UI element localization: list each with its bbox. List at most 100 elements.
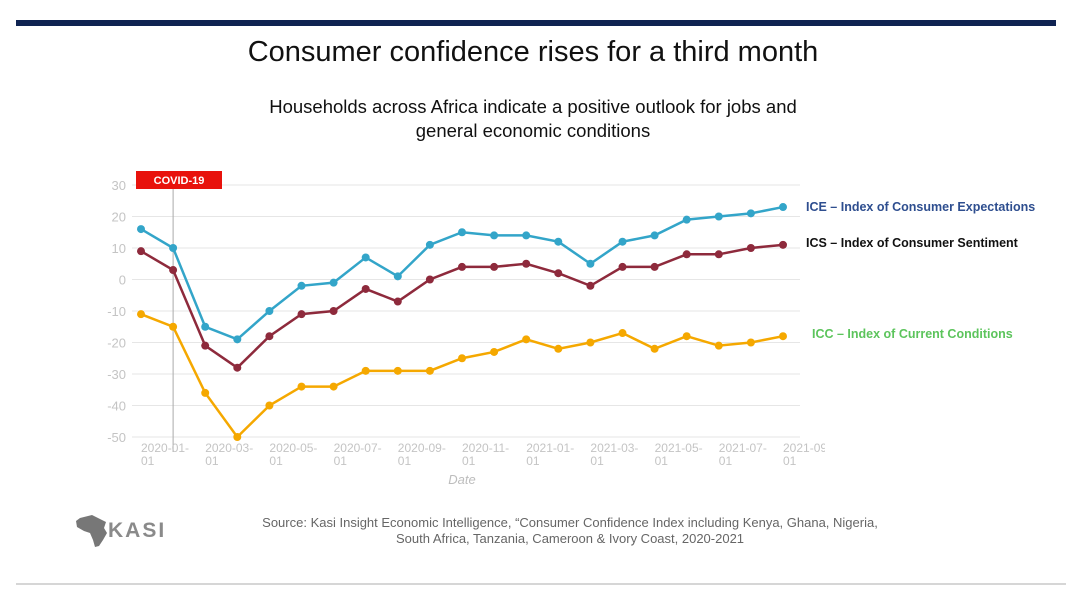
data-point xyxy=(329,307,338,315)
subtitle: Households across Africa indicate a posi… xyxy=(269,96,797,141)
y-tick-label: 30 xyxy=(112,178,126,193)
logo-text: KASI xyxy=(108,519,166,542)
data-point xyxy=(554,237,563,246)
x-tick-label: 2021-01-01 xyxy=(526,441,575,468)
y-tick-label: 20 xyxy=(112,210,126,225)
data-point xyxy=(233,363,242,372)
data-point xyxy=(618,237,627,246)
data-point xyxy=(458,354,466,363)
series-label: ICC – Index of Current Conditions xyxy=(812,327,1013,341)
data-point xyxy=(746,209,755,218)
data-point xyxy=(297,281,306,290)
data-point xyxy=(233,433,242,441)
data-point xyxy=(297,382,306,391)
data-point xyxy=(490,347,499,356)
data-point xyxy=(169,266,178,275)
data-point xyxy=(682,215,691,224)
data-point xyxy=(425,366,434,375)
data-point xyxy=(618,329,627,338)
data-point xyxy=(650,262,659,271)
data-point xyxy=(265,307,274,315)
data-point xyxy=(682,332,691,341)
data-point xyxy=(650,344,659,353)
data-point xyxy=(682,250,691,259)
x-axis-labels: 2020-01-01 2020-03-01 2020-05-01 2020-07-01… xyxy=(120,440,825,480)
annotation-label: COVID-19 xyxy=(154,175,205,187)
data-point xyxy=(458,228,466,237)
data-point xyxy=(522,259,531,268)
data-point xyxy=(329,278,338,287)
data-point xyxy=(650,231,659,240)
x-tick-label: 2020-01-01 xyxy=(141,441,190,468)
data-point xyxy=(137,310,145,319)
y-tick-label: -30 xyxy=(107,367,126,382)
top-bar xyxy=(16,20,1056,26)
data-point xyxy=(137,247,145,256)
africa-icon xyxy=(76,515,107,547)
data-point xyxy=(201,341,210,350)
data-point xyxy=(746,338,755,347)
data-point xyxy=(490,262,499,271)
x-tick-label: 2021-07-01 xyxy=(718,441,767,468)
y-tick-label: -50 xyxy=(107,430,126,445)
data-point xyxy=(233,335,242,344)
data-point xyxy=(393,297,402,306)
data-point xyxy=(490,231,499,240)
data-point xyxy=(458,262,466,271)
data-point xyxy=(586,338,595,347)
y-tick-label: -10 xyxy=(107,304,126,319)
data-point xyxy=(714,212,723,221)
x-tick-label: 2020-07-01 xyxy=(333,441,382,468)
data-point xyxy=(361,253,370,262)
x-tick-label: 2020-03-01 xyxy=(205,441,254,468)
data-point xyxy=(779,240,787,249)
title: Consumer confidence rises for a third mo… xyxy=(247,36,819,68)
data-point xyxy=(586,281,595,290)
data-point xyxy=(137,225,145,234)
data-point xyxy=(361,284,370,293)
source-note: Source: Kasi Insight Economic Intelligen… xyxy=(262,515,878,546)
data-point xyxy=(618,262,627,271)
data-point xyxy=(522,335,531,344)
data-point xyxy=(265,332,274,341)
data-point xyxy=(361,366,370,375)
data-point xyxy=(714,250,723,259)
data-point xyxy=(425,275,434,284)
data-point xyxy=(169,244,178,252)
data-point xyxy=(169,322,178,331)
series-line xyxy=(140,205,784,341)
data-point xyxy=(393,366,402,375)
x-tick-label: 2020-09-01 xyxy=(397,441,446,468)
x-axis-title: Date xyxy=(448,472,476,487)
data-point xyxy=(714,341,723,350)
data-point xyxy=(554,269,563,278)
series-label: ICE – Index of Consumer Expectations xyxy=(806,200,1035,214)
series-label: ICS – Index of Consumer Sentiment xyxy=(806,236,1019,250)
x-tick-label: 2020-11-01 xyxy=(462,441,510,468)
y-tick-label: 0 xyxy=(119,273,126,288)
y-tick-label: -20 xyxy=(107,336,126,351)
annotation-box xyxy=(136,171,222,189)
data-point xyxy=(201,322,210,331)
data-point xyxy=(329,382,338,391)
x-tick-label: 2021-09-01 xyxy=(783,441,825,468)
x-tick-label: 2021-03-01 xyxy=(590,441,639,468)
data-point xyxy=(393,272,402,281)
data-point xyxy=(554,344,563,353)
data-point xyxy=(201,388,210,397)
data-point xyxy=(297,310,306,319)
data-point xyxy=(522,231,531,240)
data-point xyxy=(586,259,595,268)
data-point xyxy=(779,203,787,212)
data-point xyxy=(746,244,755,252)
data-point xyxy=(265,401,274,410)
y-tick-label: -40 xyxy=(107,399,126,414)
y-tick-label: 10 xyxy=(112,241,126,256)
data-point xyxy=(425,240,434,249)
logo: KASI xyxy=(76,515,166,547)
x-tick-label: 2021-05-01 xyxy=(654,441,703,468)
data-point xyxy=(779,332,787,341)
x-tick-label: 2020-05-01 xyxy=(269,441,318,468)
